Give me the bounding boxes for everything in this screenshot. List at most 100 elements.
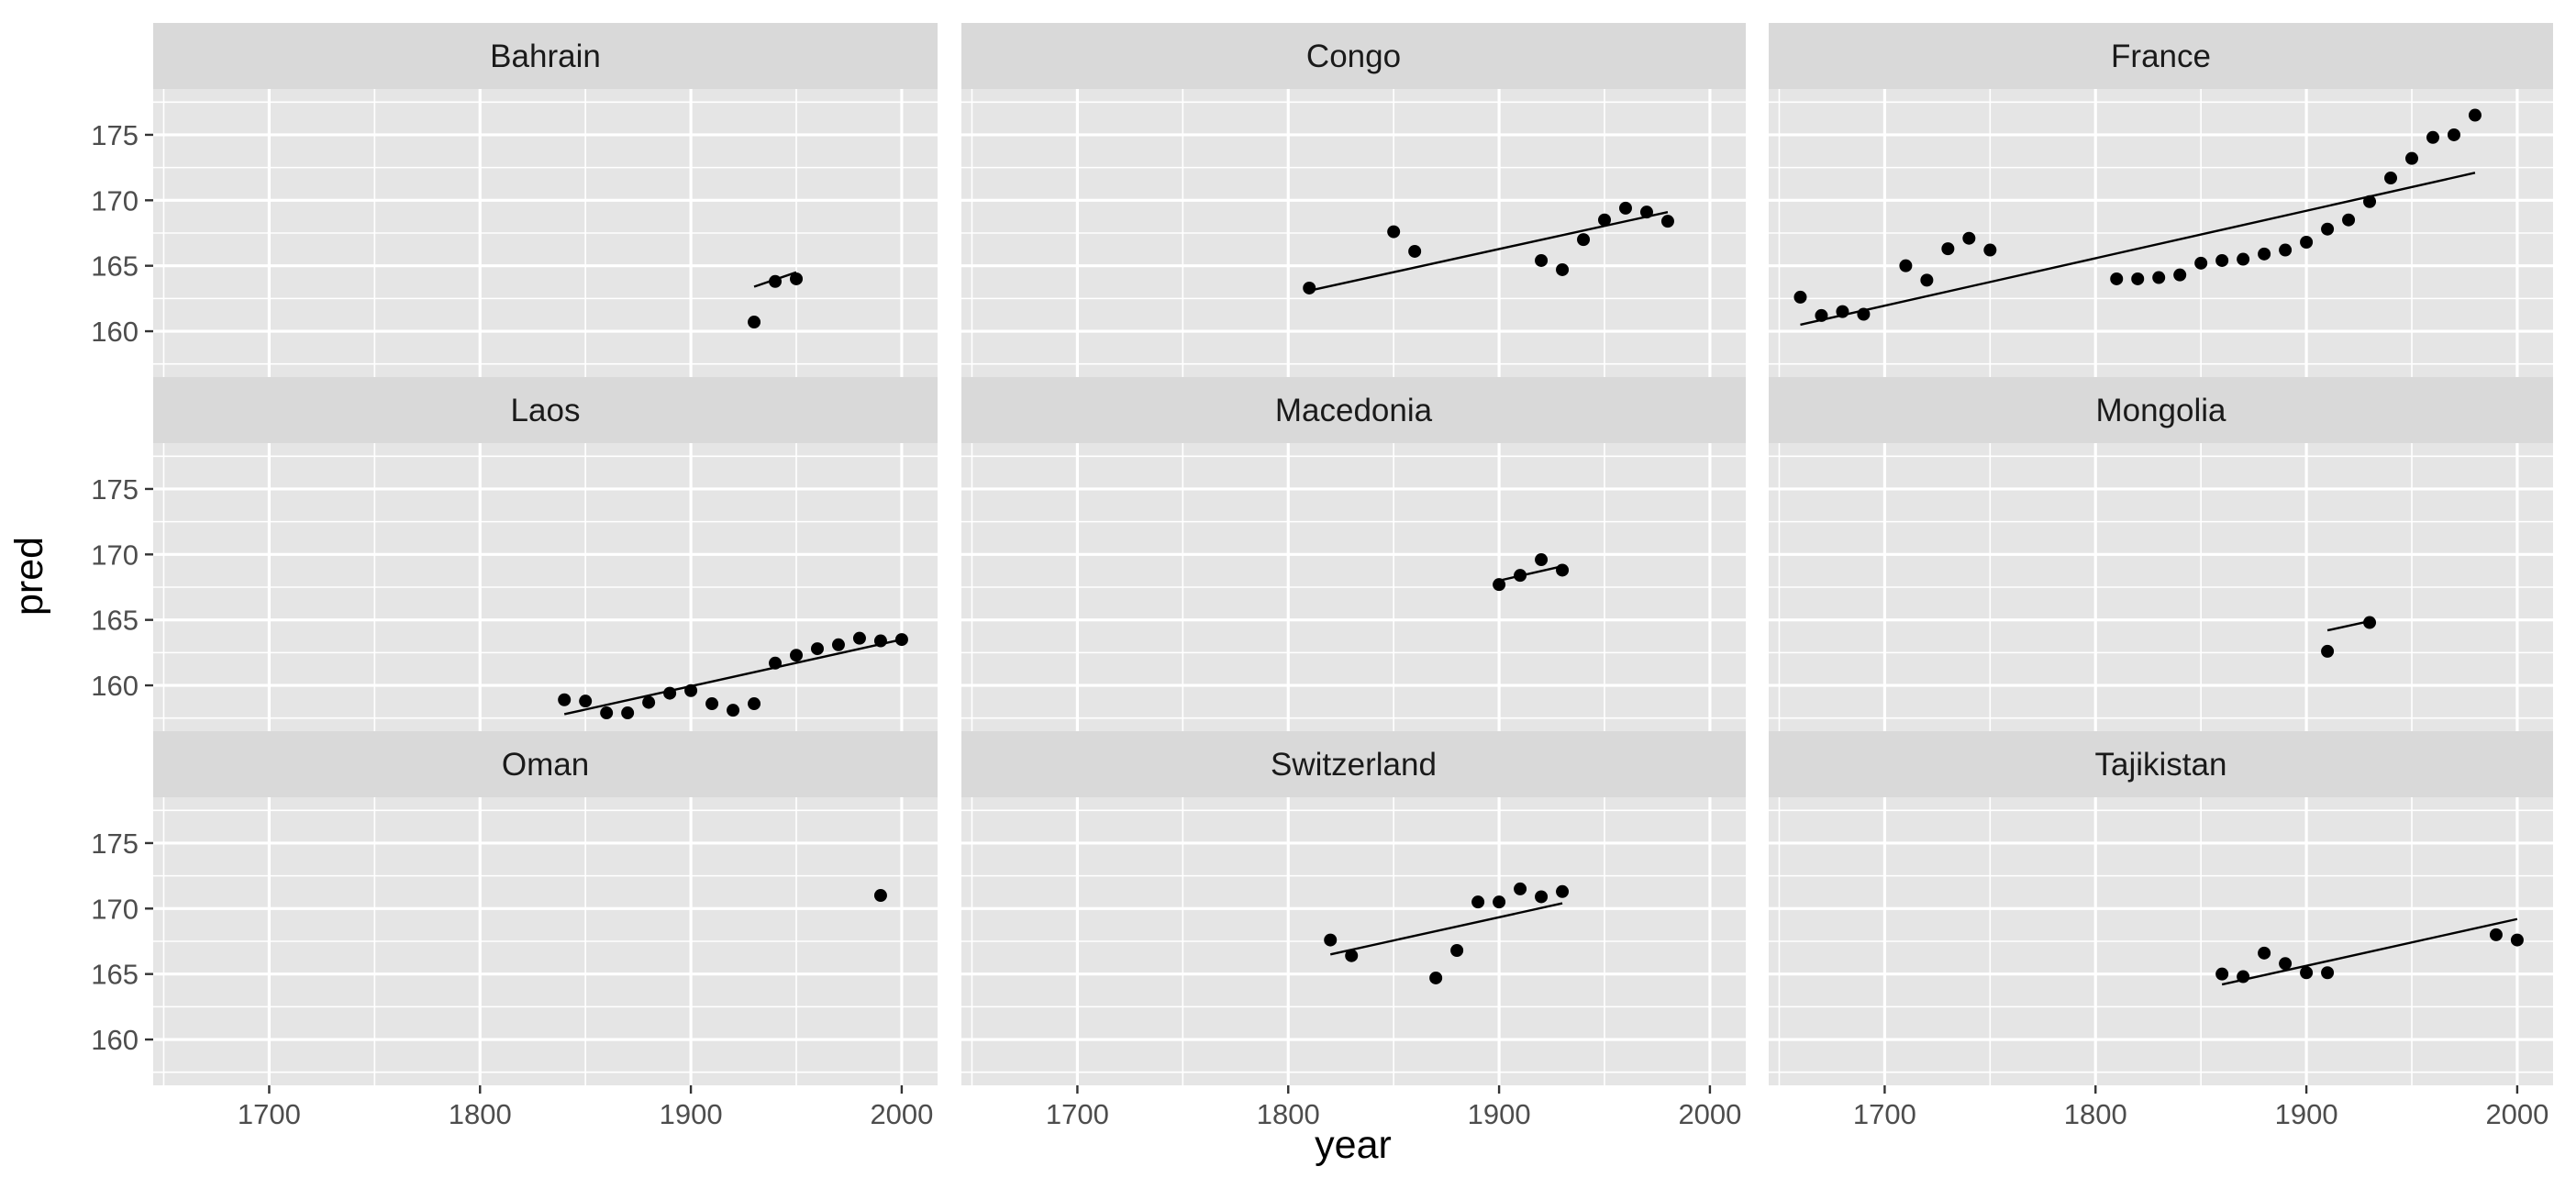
data-point [2300, 966, 2314, 980]
x-tick-label: 1800 [449, 1098, 512, 1130]
facet-strip [961, 731, 1746, 797]
data-point [1556, 884, 1570, 898]
trend-line [1800, 172, 2476, 327]
trend-line [563, 638, 903, 716]
data-point [1324, 933, 1338, 947]
data-point [769, 274, 783, 288]
data-point [727, 704, 740, 717]
data-point [1660, 215, 1674, 228]
x-tick-label: 2000 [1678, 1098, 1741, 1130]
data-point [2194, 256, 2208, 270]
data-point [1793, 290, 1807, 304]
data-point [748, 697, 761, 711]
x-tick-label: 1900 [2275, 1098, 2338, 1130]
data-point [2447, 128, 2460, 141]
data-point [2321, 222, 2335, 236]
data-point [642, 695, 656, 709]
data-point [1920, 273, 1934, 287]
y-tick-label: 160 [91, 670, 139, 702]
data-point [2321, 966, 2335, 980]
data-point [2342, 213, 2356, 227]
facet-strip [153, 731, 938, 797]
data-point [1535, 253, 1549, 267]
facet-strip-label: Switzerland [1271, 747, 1437, 783]
data-point [2426, 130, 2439, 144]
facet-panel-mongolia: Mongolia [1769, 377, 2553, 731]
data-point [1618, 201, 1632, 215]
data-point [1408, 244, 1422, 258]
trend-line [1329, 902, 1563, 956]
data-point [2363, 194, 2377, 208]
y-tick-label: 175 [91, 473, 139, 506]
data-point [769, 656, 783, 670]
facet-panel-oman: Oman 160 165 170 175 1700 1800 1900 2000 [91, 731, 938, 1130]
trend-line [1498, 564, 1563, 583]
x-tick-label: 2000 [2485, 1098, 2548, 1130]
data-point [1493, 895, 1506, 909]
data-point [1598, 213, 1612, 227]
facet-strip [153, 23, 938, 89]
y-tick-label: 165 [91, 605, 139, 637]
data-point [2215, 253, 2229, 267]
y-tick-label: 160 [91, 316, 139, 348]
data-point [1941, 242, 1955, 256]
data-point [1857, 307, 1871, 321]
facet-strip [153, 377, 938, 443]
x-tick-label: 1800 [1257, 1098, 1320, 1130]
y-axis-title: pred [7, 537, 51, 616]
data-point [1535, 553, 1549, 567]
facet-strip-label: France [2111, 39, 2211, 74]
facet-strip-label: Macedonia [1275, 393, 1433, 428]
data-point [1345, 949, 1359, 962]
data-point [2173, 268, 2187, 282]
data-point [873, 634, 887, 648]
data-point [558, 693, 572, 706]
facet-strip-label: Mongolia [2095, 393, 2226, 428]
data-point [2405, 151, 2419, 165]
x-tick-label: 1700 [1046, 1098, 1109, 1130]
data-point [1429, 971, 1443, 984]
data-point [2237, 970, 2250, 983]
y-tick-label: 175 [91, 828, 139, 860]
y-tick-label: 170 [91, 539, 139, 571]
data-point [1493, 578, 1506, 592]
data-point [1639, 206, 1653, 219]
data-point [684, 683, 698, 697]
data-point [2300, 235, 2314, 249]
facet-panel-switzerland: Switzerland 1700 1800 1900 2000 [961, 731, 1746, 1130]
data-point [2258, 946, 2271, 960]
facet-panel-tajikistan: Tajikistan 1700 1800 1900 2000 [1769, 731, 2553, 1130]
data-point [1962, 231, 1976, 245]
data-point [1983, 243, 1997, 257]
x-tick-label: 1700 [1853, 1098, 1916, 1130]
x-axis-title: year [1315, 1123, 1392, 1167]
x-tick-label: 1900 [660, 1098, 723, 1130]
data-point [1899, 259, 1913, 272]
y-tick-label: 175 [91, 119, 139, 151]
data-point [1556, 563, 1570, 577]
data-point [790, 649, 804, 662]
data-point [873, 889, 887, 903]
data-point [1387, 225, 1401, 239]
data-point [2131, 272, 2145, 285]
data-point [2384, 172, 2398, 185]
data-point [579, 695, 593, 708]
x-tick-label: 1900 [1468, 1098, 1531, 1130]
data-point [1577, 233, 1591, 247]
x-tick-label: 2000 [870, 1098, 933, 1130]
data-point [2468, 108, 2482, 122]
y-tick-label: 165 [91, 959, 139, 991]
facet-strip-label: Congo [1306, 39, 1401, 74]
data-point [1303, 281, 1316, 294]
facet-strip [1769, 731, 2553, 797]
y-tick-label: 170 [91, 893, 139, 925]
data-point [1471, 895, 1485, 909]
data-point [831, 638, 845, 651]
data-point [1514, 882, 1527, 895]
facet-strip [961, 377, 1746, 443]
data-point [2363, 616, 2377, 629]
data-point [705, 697, 719, 711]
trend-line [2221, 917, 2518, 986]
facet-panel-macedonia: Macedonia [961, 377, 1746, 731]
